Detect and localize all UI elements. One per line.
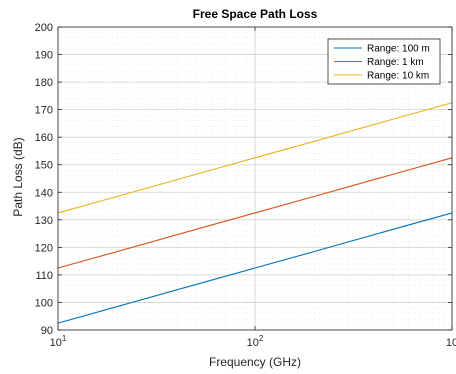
y-tick-label: 200	[35, 22, 53, 34]
y-tick-label: 140	[35, 187, 53, 199]
legend-label-3: Range: 10 km	[367, 71, 429, 82]
x-tick-label: 102	[247, 334, 264, 349]
series-line-1	[57, 212, 453, 324]
legend-label-1: Range: 100 m	[367, 44, 430, 55]
y-tick-label: 150	[35, 160, 53, 172]
y-tick-label: 160	[35, 132, 53, 144]
y-tick-label: 190	[35, 50, 53, 62]
chart-title: Free Space Path Loss	[193, 7, 318, 21]
y-tick-label: 110	[35, 270, 53, 282]
y-tick-label: 130	[35, 215, 53, 227]
y-tick-label: 90	[41, 325, 53, 337]
x-tick-label: 101	[50, 334, 67, 349]
x-tick-label: 10	[446, 337, 456, 349]
y-tick-label: 120	[35, 242, 53, 254]
plot-area: 90 100 110 120 130 140 150 160 170 180 190 200 101 10…	[35, 22, 456, 349]
x-axis-label: Frequency (GHz)	[209, 355, 301, 369]
legend-label-2: Range: 1 km	[367, 57, 424, 68]
y-tick-label: 170	[35, 105, 53, 117]
y-axis-label: Path Loss (dB)	[11, 137, 25, 216]
y-tick-label: 100	[35, 297, 53, 309]
series-line-3	[57, 102, 453, 214]
minor-grid	[58, 27, 452, 330]
y-tick-label: 180	[35, 77, 53, 89]
legend: Range: 100 m Range: 1 km Range: 10 km	[327, 38, 441, 85]
series-line-2	[57, 157, 453, 269]
